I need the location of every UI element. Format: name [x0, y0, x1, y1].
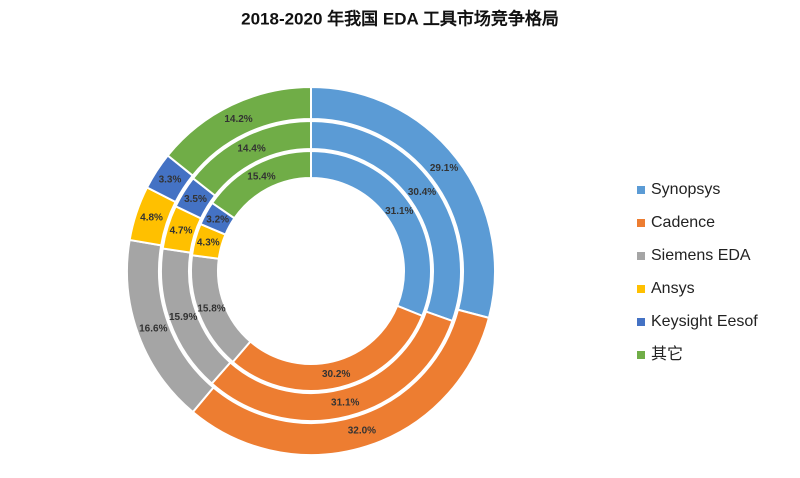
legend-label: 其它 [651, 345, 683, 363]
data-label: 3.5% [184, 194, 207, 205]
legend-swatch [637, 252, 645, 260]
data-label: 14.4% [237, 143, 265, 154]
legend-swatch [637, 318, 645, 326]
data-label: 4.3% [197, 238, 220, 249]
data-label: 14.2% [224, 114, 252, 125]
data-label: 4.8% [140, 213, 163, 224]
legend-swatch [637, 285, 645, 293]
data-label: 29.1% [430, 163, 458, 174]
legend-swatch [637, 351, 645, 359]
legend-swatch [637, 186, 645, 194]
legend-label: Ansys [651, 280, 695, 297]
data-label: 3.2% [206, 214, 229, 225]
donut-segment [210, 149, 312, 220]
data-label: 31.1% [385, 206, 413, 217]
legend-label: Keysight Eesof [651, 313, 758, 330]
donut-segment [191, 119, 312, 198]
chart-title: 2018-2020 年我国 EDA 工具市场竞争格局 [241, 8, 559, 28]
legend-label: Synopsys [651, 181, 720, 198]
data-label: 15.4% [247, 171, 275, 182]
data-label: 16.6% [139, 324, 167, 335]
legend-swatch [637, 219, 645, 227]
donut-segment [166, 85, 312, 177]
data-label: 15.8% [197, 304, 225, 315]
data-label: 31.1% [331, 397, 359, 408]
data-label: 30.4% [408, 187, 436, 198]
legend-label: Cadence [651, 214, 715, 231]
data-label: 32.0% [348, 426, 376, 437]
data-label: 4.7% [170, 226, 193, 237]
data-label: 3.3% [159, 174, 182, 185]
data-label: 30.2% [322, 369, 350, 380]
data-label: 15.9% [169, 312, 197, 323]
legend-label: Siemens EDA [651, 247, 751, 264]
